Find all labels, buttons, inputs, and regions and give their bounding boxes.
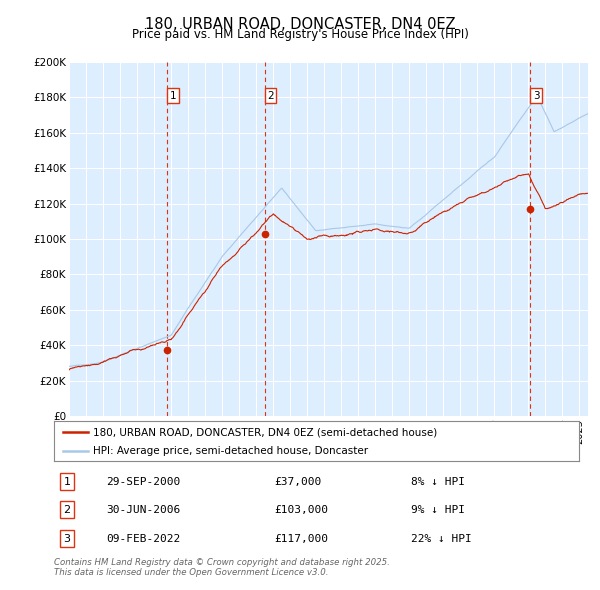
Text: 3: 3 xyxy=(64,533,71,543)
Text: 09-FEB-2022: 09-FEB-2022 xyxy=(107,533,181,543)
Text: 2: 2 xyxy=(267,91,274,100)
Text: 1: 1 xyxy=(169,91,176,100)
Text: HPI: Average price, semi-detached house, Doncaster: HPI: Average price, semi-detached house,… xyxy=(94,445,368,455)
Text: 3: 3 xyxy=(533,91,539,100)
Text: 29-SEP-2000: 29-SEP-2000 xyxy=(107,477,181,487)
Text: £117,000: £117,000 xyxy=(275,533,329,543)
Text: 1: 1 xyxy=(64,477,71,487)
Text: 22% ↓ HPI: 22% ↓ HPI xyxy=(411,533,472,543)
Text: 8% ↓ HPI: 8% ↓ HPI xyxy=(411,477,465,487)
Text: Price paid vs. HM Land Registry's House Price Index (HPI): Price paid vs. HM Land Registry's House … xyxy=(131,28,469,41)
Text: 2: 2 xyxy=(64,505,71,514)
Text: 180, URBAN ROAD, DONCASTER, DN4 0EZ (semi-detached house): 180, URBAN ROAD, DONCASTER, DN4 0EZ (sem… xyxy=(94,427,437,437)
Text: Contains HM Land Registry data © Crown copyright and database right 2025.
This d: Contains HM Land Registry data © Crown c… xyxy=(54,558,390,577)
Text: 9% ↓ HPI: 9% ↓ HPI xyxy=(411,505,465,514)
Text: £37,000: £37,000 xyxy=(275,477,322,487)
Text: 180, URBAN ROAD, DONCASTER, DN4 0EZ: 180, URBAN ROAD, DONCASTER, DN4 0EZ xyxy=(145,17,455,31)
Text: 30-JUN-2006: 30-JUN-2006 xyxy=(107,505,181,514)
Text: £103,000: £103,000 xyxy=(275,505,329,514)
